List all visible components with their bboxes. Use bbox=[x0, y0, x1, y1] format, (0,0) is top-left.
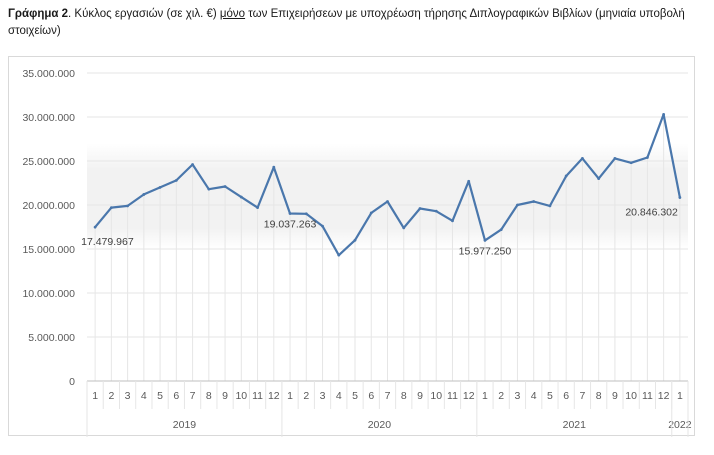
data-point bbox=[418, 207, 422, 210]
x-tick-label: 8 bbox=[401, 390, 407, 402]
x-tick-label: 9 bbox=[612, 390, 618, 402]
chart-frame: 0 5.000.000 10.000.000 15.000.000 20.000.000… bbox=[8, 56, 695, 437]
year-label: 2020 bbox=[368, 419, 392, 431]
data-point bbox=[191, 163, 194, 166]
data-point bbox=[662, 112, 666, 116]
x-tick-label: 4 bbox=[531, 390, 537, 402]
line-chart: 0 5.000.000 10.000.000 15.000.000 20.000.000… bbox=[22, 68, 692, 437]
data-point bbox=[564, 174, 568, 178]
y-tick-label: 5.000.000 bbox=[28, 332, 75, 344]
data-point bbox=[207, 187, 211, 191]
caption-emphasis: μόνο bbox=[219, 8, 246, 20]
data-point bbox=[581, 156, 584, 160]
data-point bbox=[158, 186, 162, 189]
data-point bbox=[532, 200, 536, 203]
x-tick-label: 10 bbox=[235, 390, 247, 402]
x-tick-label: 10 bbox=[430, 390, 442, 402]
x-tick-label: 12 bbox=[658, 390, 670, 402]
x-tick-label: 4 bbox=[336, 390, 342, 402]
y-tick-label: 0 bbox=[69, 376, 75, 388]
y-tick-label: 20.000.000 bbox=[22, 200, 75, 212]
data-point bbox=[272, 165, 276, 169]
data-point bbox=[109, 206, 113, 210]
x-tick-label: 7 bbox=[579, 390, 585, 402]
x-tick-label: 1 bbox=[482, 390, 488, 402]
y-tick-label: 15.000.000 bbox=[22, 244, 75, 256]
x-tick-label: 9 bbox=[417, 390, 423, 402]
data-point bbox=[645, 156, 649, 159]
x-tick-label: 9 bbox=[222, 390, 228, 402]
data-label: 19.037.263 bbox=[264, 218, 317, 230]
x-tick-label: 6 bbox=[368, 390, 374, 402]
caption-lead: Γράφημα 2 bbox=[8, 8, 69, 20]
data-point bbox=[174, 178, 178, 182]
x-tick-label: 5 bbox=[547, 390, 553, 402]
x-tick-label: 1 bbox=[92, 390, 98, 402]
data-point bbox=[678, 196, 682, 199]
x-tick-label: 7 bbox=[190, 390, 196, 402]
data-point bbox=[288, 212, 292, 215]
x-tick-label: 11 bbox=[252, 390, 263, 402]
data-point bbox=[402, 226, 406, 230]
data-point bbox=[483, 239, 487, 242]
data-point bbox=[548, 204, 552, 208]
x-tick-label: 2 bbox=[108, 390, 114, 402]
data-point bbox=[223, 185, 227, 188]
x-tick-label: 6 bbox=[563, 390, 569, 402]
x-tick-label: 4 bbox=[141, 390, 147, 402]
caption-text-2: των Επιχειρήσεων με υποχρέωση τήρησης Δι… bbox=[8, 8, 685, 37]
data-label: 20.846.302 bbox=[625, 207, 678, 219]
x-tick-label: 5 bbox=[352, 390, 358, 402]
data-point bbox=[93, 225, 97, 229]
data-point bbox=[337, 253, 341, 257]
x-tick-label: 8 bbox=[206, 390, 212, 402]
data-point bbox=[126, 204, 130, 208]
data-point bbox=[386, 200, 389, 203]
x-tick-label: 2 bbox=[303, 390, 309, 402]
data-point bbox=[142, 193, 146, 196]
x-tick-label: 8 bbox=[596, 390, 602, 402]
x-tick-label: 11 bbox=[447, 390, 458, 402]
data-point bbox=[256, 206, 259, 210]
chart-caption: Γράφημα 2. Κύκλος εργασιών (σε χιλ. €) μ… bbox=[8, 6, 702, 40]
x-tick-label: 11 bbox=[642, 390, 653, 402]
year-label: 2022 bbox=[668, 419, 692, 431]
x-tick-label: 1 bbox=[287, 390, 293, 402]
y-tick-label: 35.000.000 bbox=[22, 68, 75, 80]
y-tick-label: 10.000.000 bbox=[22, 288, 75, 300]
y-tick-label: 25.000.000 bbox=[22, 156, 75, 168]
data-point bbox=[353, 238, 357, 242]
y-tick-label: 30.000.000 bbox=[22, 112, 75, 124]
x-tick-label: 10 bbox=[625, 390, 637, 402]
data-point bbox=[613, 156, 617, 160]
data-point bbox=[434, 209, 438, 213]
x-tick-label: 12 bbox=[463, 390, 475, 402]
x-tick-label: 12 bbox=[268, 390, 280, 402]
data-point bbox=[516, 203, 519, 207]
x-tick-label: 7 bbox=[385, 390, 391, 402]
data-point bbox=[629, 161, 633, 165]
x-tick-label: 3 bbox=[320, 390, 326, 402]
x-tick-label: 3 bbox=[515, 390, 521, 402]
data-point bbox=[304, 212, 308, 216]
caption-text-1: . Κύκλος εργασιών (σε χιλ. €) bbox=[68, 8, 220, 20]
data-point bbox=[597, 177, 601, 180]
data-point bbox=[239, 195, 243, 199]
x-tick-label: 3 bbox=[125, 390, 131, 402]
year-label: 2021 bbox=[563, 419, 587, 431]
x-tick-label: 5 bbox=[157, 390, 163, 402]
year-label: 2019 bbox=[173, 419, 197, 431]
x-tick-label: 6 bbox=[173, 390, 179, 402]
data-point bbox=[451, 219, 454, 223]
data-label: 15.977.250 bbox=[459, 245, 512, 257]
data-point bbox=[499, 228, 503, 232]
data-point bbox=[369, 211, 373, 215]
data-label: 17.479.967 bbox=[81, 236, 134, 248]
x-tick-label: 1 bbox=[677, 390, 683, 402]
data-point bbox=[321, 224, 324, 228]
x-tick-label: 2 bbox=[498, 390, 504, 402]
data-point bbox=[467, 179, 471, 183]
